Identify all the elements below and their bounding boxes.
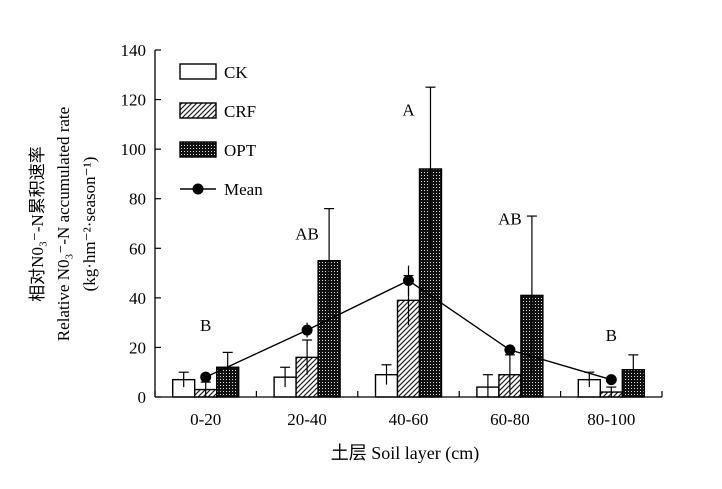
error-bar-layer (178, 86, 639, 397)
legend-swatch-ck (179, 63, 217, 80)
legend: CK CRF OPT Mean (179, 63, 263, 199)
y-axis-title-chinese: 相对N0₃⁻-N累积速率 (28, 146, 47, 302)
y-tick-label: 100 (121, 140, 147, 159)
significance-letter: B (200, 316, 211, 335)
y-tick-label: 120 (121, 91, 147, 110)
significance-letters: B AB A AB B (200, 100, 617, 345)
y-tick-label: 40 (129, 289, 146, 308)
x-tick-label: 80-100 (587, 410, 635, 429)
y-tick-label: 20 (129, 338, 146, 357)
legend-swatch-opt (179, 141, 217, 158)
legend-label-mean: Mean (224, 180, 263, 199)
significance-letter: AB (498, 210, 522, 229)
mean-point (605, 374, 617, 386)
x-tick-label: 60-80 (490, 410, 530, 429)
axes-layer: 0 20 40 60 80 100 120 140 0-20 20-40 40-60 60-80 80-… (121, 41, 663, 429)
x-tick-label: 40-60 (389, 410, 429, 429)
mean-point (504, 344, 516, 356)
x-axis-title: 土层 Soil layer (cm) (331, 443, 479, 464)
y-axis-title-units: (kg·hm⁻²·season⁻¹) (80, 157, 99, 292)
significance-letter: AB (295, 224, 319, 243)
y-tick-label: 60 (129, 239, 146, 258)
y-tick-label: 140 (121, 41, 147, 60)
y-axis-title-english: Relative N0₃⁻-N accumulated rate (54, 107, 73, 341)
legend-mean-marker (192, 183, 204, 195)
mean-line-layer (200, 265, 617, 386)
significance-letter: B (606, 326, 617, 345)
legend-label-crf: CRF (224, 102, 256, 121)
mean-point (403, 275, 414, 287)
significance-letter: A (402, 100, 415, 119)
legend-label-ck: CK (224, 63, 248, 82)
legend-label-opt: OPT (224, 141, 257, 160)
legend-swatch-crf (179, 102, 217, 119)
mean-point (200, 371, 212, 383)
x-tick-label: 20-40 (287, 410, 327, 429)
y-tick-label: 80 (129, 190, 146, 209)
x-tick-label: 0-20 (190, 410, 221, 429)
mean-point (301, 324, 313, 336)
y-tick-label: 0 (138, 388, 147, 407)
